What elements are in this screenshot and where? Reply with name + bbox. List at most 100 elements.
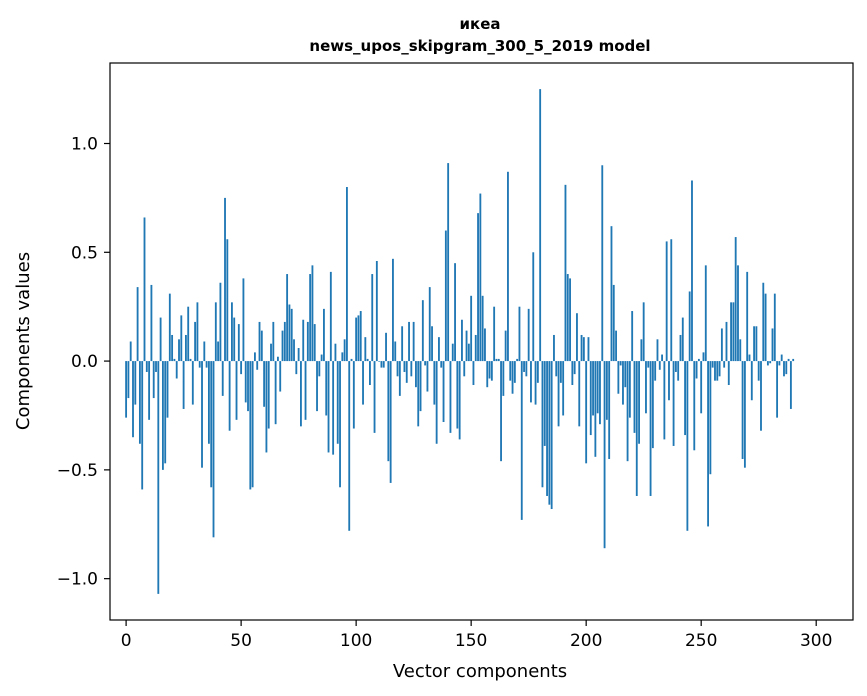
bar-component-256 [714,361,716,381]
bar-component-180 [539,89,542,362]
bar-component-164 [502,361,505,396]
bar-component-95 [343,339,346,362]
bar-component-8 [143,217,146,362]
bar-component-109 [375,261,378,362]
bar-component-13 [155,361,157,372]
bar-component-244 [686,361,689,531]
bar-component-155 [481,295,484,362]
bar-component-272 [750,361,753,401]
bar-component-2 [129,341,132,362]
bar-component-209 [605,361,608,420]
bar-component-215 [619,361,622,366]
bar-component-276 [760,361,762,431]
bar-component-148 [465,330,468,362]
bar-component-224 [640,339,643,362]
bar-component-273 [753,326,756,362]
bar-component-237 [670,239,673,362]
bar-component-219 [628,361,631,418]
bar-component-242 [681,317,684,362]
x-tick-label: 300 [800,631,832,651]
bar-component-181 [541,361,544,488]
bar-component-129 [421,300,424,362]
bar-component-290 [792,358,795,362]
bar-component-153 [477,213,479,362]
y-tick-label: 0.0 [71,352,98,372]
bar-component-58 [258,321,261,362]
bar-component-190 [562,361,565,416]
bar-component-139 [444,230,447,362]
bar-component-175 [527,308,530,362]
bar-component-239 [674,361,677,372]
bar-component-210 [608,361,611,459]
bar-component-171 [518,306,521,362]
bar-component-227 [647,361,650,368]
bar-component-284 [778,361,781,366]
bar-component-251 [702,352,705,362]
bar-component-247 [693,361,696,451]
bar-component-140 [447,163,450,362]
bar-component-230 [654,361,657,381]
bar-component-160 [493,306,496,362]
bar-component-192 [566,274,569,362]
bar-component-204 [594,361,597,457]
bar-component-90 [332,361,335,455]
x-axis-label: Vector components [393,661,567,682]
bar-component-133 [431,326,433,362]
bar-component-98 [350,358,353,362]
bar-component-257 [716,361,719,381]
bar-component-22 [175,361,178,379]
bar-component-94 [341,352,344,362]
bar-component-184 [548,361,551,505]
bar-component-238 [672,361,675,446]
bar-component-135 [435,361,438,444]
bar-component-68 [281,330,284,362]
bar-component-16 [161,361,164,470]
y-axis-ticks: −1.0 −0.5 0.0 0.5 1.0 [57,135,110,590]
bar-component-123 [408,321,410,362]
bar-component-26 [184,334,187,362]
bar-component-45 [228,361,231,431]
bar-component-23 [178,339,180,362]
bar-component-104 [364,337,367,362]
bar-component-105 [366,358,369,362]
bar-component-250 [700,361,703,414]
bar-component-24 [180,315,183,362]
bar-component-19 [168,293,171,362]
bar-component-1 [127,361,130,399]
bar-component-162 [497,358,500,362]
bar-component-138 [442,361,445,422]
bar-component-74 [295,361,298,375]
bar-component-64 [272,321,275,362]
bar-component-113 [385,332,387,362]
bar-component-287 [785,361,788,375]
bar-component-278 [764,293,767,362]
bar-component-152 [474,334,477,362]
bar-component-72 [290,308,293,362]
bar-component-200 [585,361,588,464]
bar-component-55 [251,361,254,488]
bar-component-265 [734,237,737,362]
bar-component-33 [201,361,203,468]
bar-component-37 [210,361,213,488]
y-tick-label: 0.5 [71,243,98,263]
bar-component-73 [293,339,295,362]
bar-component-83 [316,361,318,412]
bar-component-6 [138,361,141,444]
bar-component-10 [148,361,151,420]
bar-component-106 [369,361,371,386]
bar-component-211 [610,226,613,362]
bar-component-170 [516,358,519,362]
bar-component-280 [769,361,772,364]
bar-component-176 [530,361,532,403]
bar-component-82 [313,324,316,362]
y-tick-label: 1.0 [71,135,98,155]
bar-component-246 [691,180,693,362]
bar-component-166 [507,171,509,362]
bar-component-60 [263,361,266,407]
bar-component-205 [596,361,599,414]
bar-component-47 [233,317,236,362]
bar-component-261 [725,321,728,362]
bar-component-283 [776,361,779,418]
bar-component-248 [695,361,698,379]
bar-component-222 [635,361,638,496]
